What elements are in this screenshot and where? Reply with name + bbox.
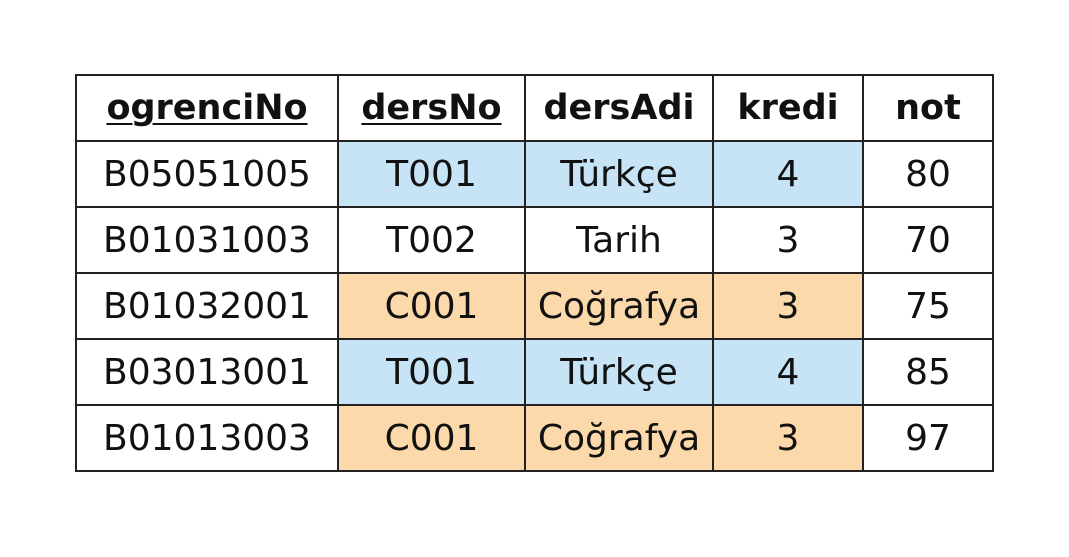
header-label: ogrenciNo — [106, 88, 308, 128]
cell-kredi: 3 — [712, 404, 864, 472]
cell-dersno: C001 — [337, 404, 526, 472]
header-label: kredi — [737, 88, 839, 128]
cell-dersadi: Tarih — [524, 206, 714, 274]
table-row: B01032001 C001 Coğrafya 3 75 — [75, 272, 994, 340]
cell-kredi: 4 — [712, 140, 864, 208]
table-row: B01031003 T002 Tarih 3 70 — [75, 206, 994, 274]
cell-dersno: C001 — [337, 272, 526, 340]
cell-dersadi: Türkçe — [524, 140, 714, 208]
cell-kredi: 3 — [712, 272, 864, 340]
table-row: B01013003 C001 Coğrafya 3 97 — [75, 404, 994, 472]
header-label: dersAdi — [543, 88, 695, 128]
grades-table: ogrenciNo dersNo dersAdi kredi not B0505… — [75, 74, 994, 472]
header-not: not — [862, 74, 994, 142]
cell-dersadi: Coğrafya — [524, 404, 714, 472]
cell-ogrencino: B03013001 — [75, 338, 339, 406]
cell-not: 80 — [862, 140, 994, 208]
header-dersadi: dersAdi — [524, 74, 714, 142]
header-row: ogrenciNo dersNo dersAdi kredi not — [75, 74, 994, 142]
cell-ogrencino: B01031003 — [75, 206, 339, 274]
cell-kredi: 4 — [712, 338, 864, 406]
cell-not: 75 — [862, 272, 994, 340]
cell-not: 70 — [862, 206, 994, 274]
header-kredi: kredi — [712, 74, 864, 142]
cell-dersadi: Coğrafya — [524, 272, 714, 340]
cell-dersno: T001 — [337, 338, 526, 406]
cell-kredi: 3 — [712, 206, 864, 274]
header-dersno: dersNo — [337, 74, 526, 142]
header-label: dersNo — [361, 88, 502, 128]
cell-ogrencino: B01032001 — [75, 272, 339, 340]
cell-dersadi: Türkçe — [524, 338, 714, 406]
table-row: B03013001 T001 Türkçe 4 85 — [75, 338, 994, 406]
table-row: B05051005 T001 Türkçe 4 80 — [75, 140, 994, 208]
cell-dersno: T002 — [337, 206, 526, 274]
cell-ogrencino: B01013003 — [75, 404, 339, 472]
cell-not: 85 — [862, 338, 994, 406]
cell-ogrencino: B05051005 — [75, 140, 339, 208]
header-label: not — [895, 88, 961, 128]
cell-not: 97 — [862, 404, 994, 472]
header-ogrencino: ogrenciNo — [75, 74, 339, 142]
cell-dersno: T001 — [337, 140, 526, 208]
